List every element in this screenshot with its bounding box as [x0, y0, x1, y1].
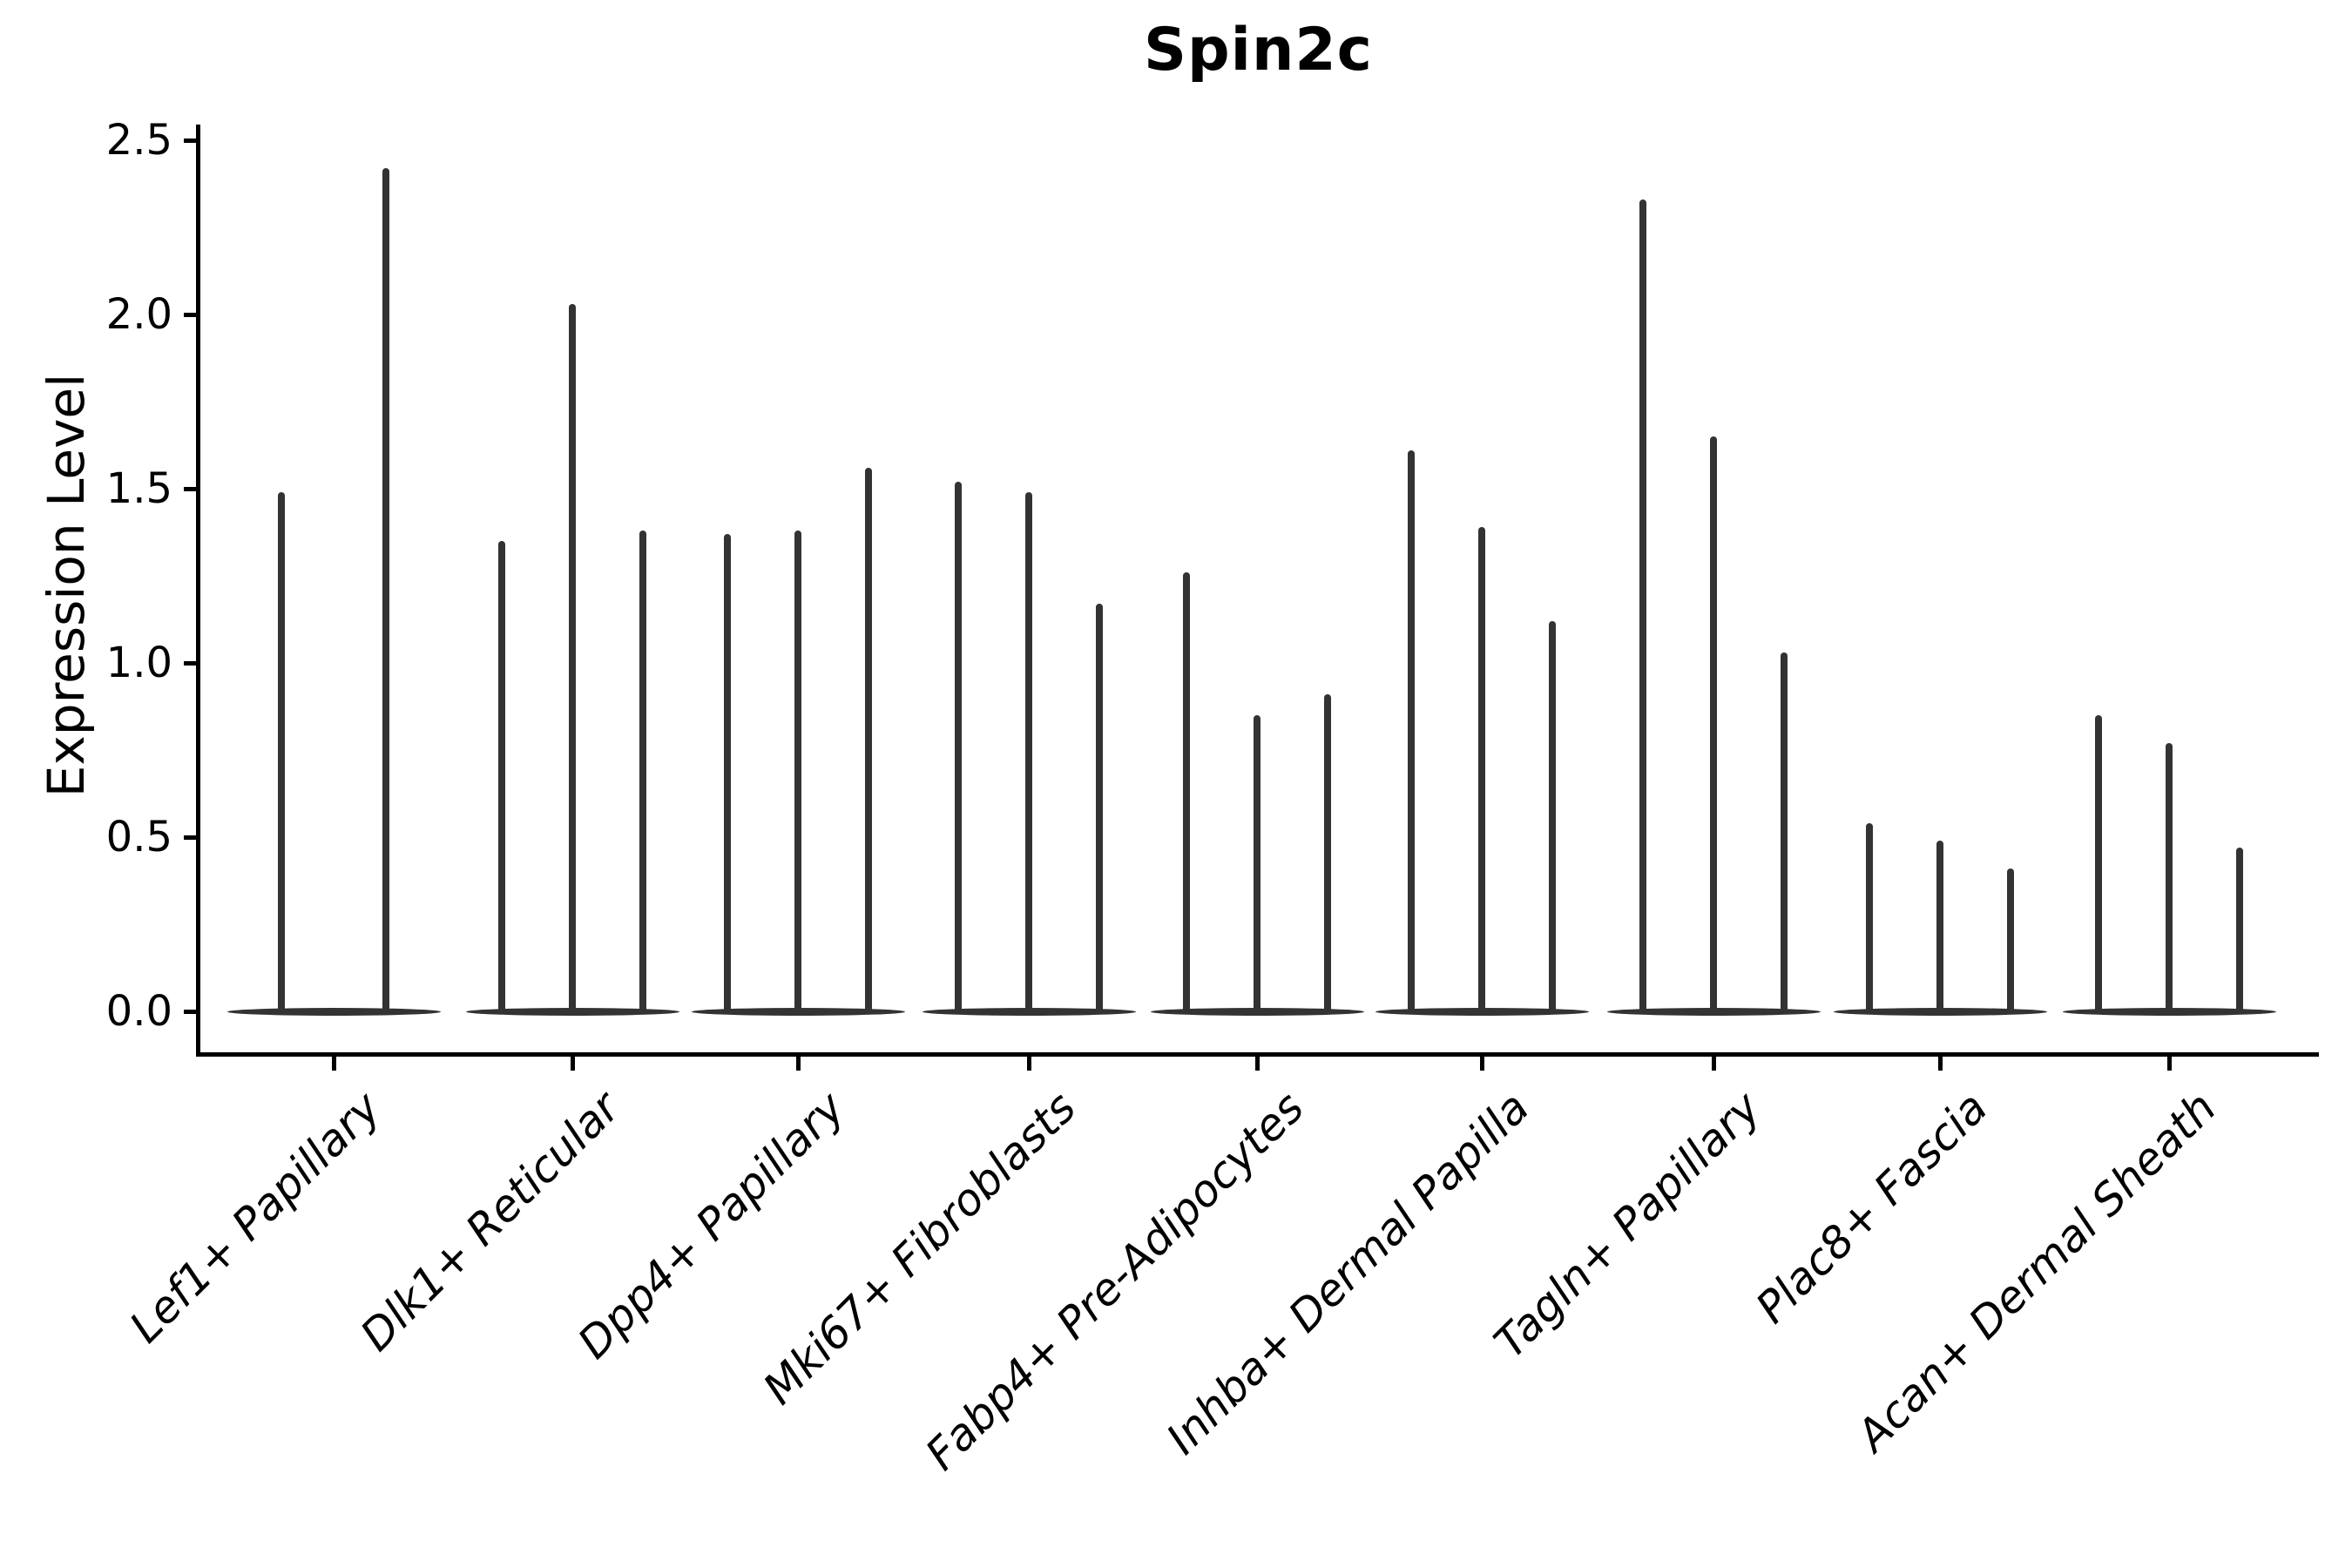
violin-body-baseline: [1606, 1007, 1821, 1016]
violin-spike: [1866, 823, 1873, 1011]
x-tick-mark: [571, 1057, 575, 1071]
violin-body-baseline: [465, 1007, 679, 1016]
chart-title: Spin2c: [1144, 16, 1373, 84]
x-tick-mark: [1027, 1057, 1031, 1071]
violin-body-baseline: [922, 1007, 1136, 1016]
violin-spike: [1478, 527, 1485, 1011]
violin-spike: [1639, 199, 1646, 1011]
x-tick-mark: [1938, 1057, 1943, 1071]
violin-spike: [382, 168, 389, 1011]
violin-spike: [1183, 572, 1190, 1011]
violin-spike: [278, 492, 285, 1011]
violin-spike: [724, 534, 731, 1011]
y-tick-label: 2.5: [105, 116, 172, 165]
y-tick-mark: [184, 835, 198, 840]
x-axis-category-label: Inhba+ Dermal Papilla: [1156, 1082, 1539, 1464]
x-axis-spine: [196, 1052, 2319, 1057]
y-tick-label: 2.0: [105, 290, 172, 339]
x-axis-category-label: Plac8+ Fascia: [1746, 1082, 1997, 1334]
x-axis-category-label: Fabp4+ Pre-Adipocytes: [916, 1082, 1315, 1480]
x-tick-mark: [796, 1057, 801, 1071]
violin-spike: [2166, 743, 2173, 1011]
violin-spike: [2236, 848, 2243, 1011]
y-axis-label: Expression Level: [37, 373, 96, 798]
y-tick-mark: [184, 1010, 198, 1014]
y-tick-mark: [184, 313, 198, 317]
y-tick-mark: [184, 139, 198, 143]
violin-spike: [794, 531, 801, 1011]
violin-spike: [1710, 436, 1717, 1011]
y-tick-label: 1.5: [105, 464, 172, 513]
violin-body-baseline: [1375, 1007, 1589, 1016]
violin-spike: [1025, 492, 1032, 1011]
violin-body-baseline: [2062, 1007, 2276, 1016]
violin-spike: [1096, 604, 1103, 1011]
violin-spike: [955, 482, 962, 1011]
violin-spike: [2095, 715, 2102, 1011]
violin-body-baseline: [691, 1007, 905, 1016]
violin-spike: [498, 541, 505, 1011]
violin-spike: [639, 531, 646, 1011]
x-tick-mark: [1480, 1057, 1484, 1071]
violin-spike: [1408, 450, 1415, 1011]
x-tick-mark: [1712, 1057, 1716, 1071]
y-tick-mark: [184, 487, 198, 491]
violin-spike: [1324, 694, 1331, 1011]
y-tick-mark: [184, 661, 198, 666]
violin-spike: [1936, 841, 1943, 1011]
x-axis-category-label: Lef1+ Papillary: [120, 1082, 391, 1353]
y-axis-spine: [196, 125, 200, 1057]
y-tick-label: 1.0: [105, 639, 172, 687]
violin-spike: [1254, 715, 1260, 1011]
violin-spike: [569, 304, 576, 1011]
violin-spike: [2007, 868, 2014, 1011]
violin-body-baseline: [226, 1007, 441, 1016]
violin-spike: [1781, 652, 1788, 1011]
violin-spike: [1549, 621, 1556, 1011]
x-tick-mark: [332, 1057, 336, 1071]
violin-body-baseline: [1833, 1007, 2047, 1016]
x-tick-mark: [2167, 1057, 2172, 1071]
violin-body-baseline: [1150, 1007, 1364, 1016]
y-tick-label: 0.5: [105, 813, 172, 862]
x-tick-mark: [1255, 1057, 1260, 1071]
violin-spike: [865, 468, 872, 1011]
y-tick-label: 0.0: [105, 987, 172, 1036]
